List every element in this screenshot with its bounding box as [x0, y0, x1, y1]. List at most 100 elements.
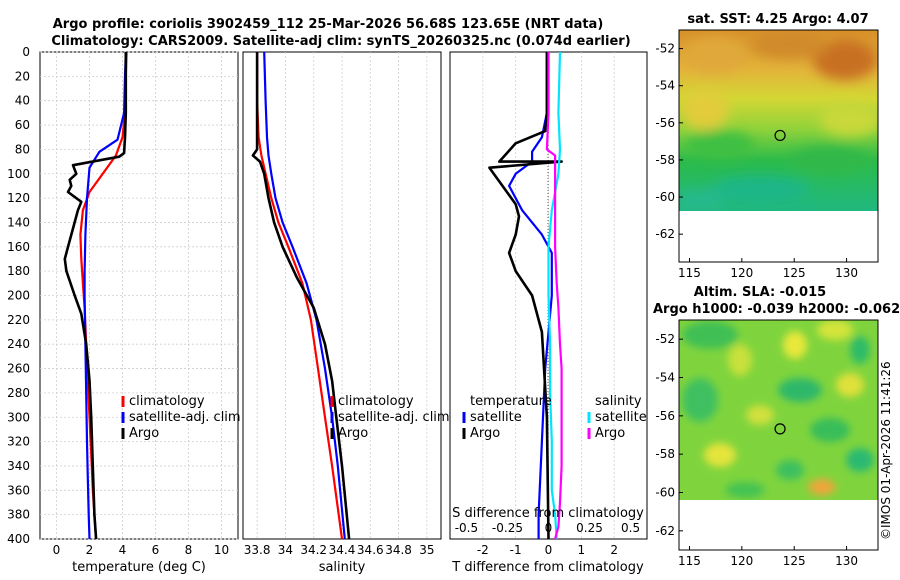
- temperature-series: [63, 51, 128, 540]
- x-tick-label: 34.8: [385, 543, 412, 557]
- depth-tick-label: 320: [7, 435, 30, 449]
- depth-tick-label: 200: [7, 289, 30, 303]
- depth-tick-label: 40: [15, 94, 30, 108]
- map-y-tick-label: -60: [655, 190, 675, 204]
- legend-temperature-title: temperature: [470, 394, 552, 409]
- s-difference-label: S difference from climatology: [452, 506, 644, 521]
- series-line-s-argo: [545, 52, 563, 540]
- depth-tick-label: 400: [7, 532, 30, 546]
- legend-satellite-label: satellite-adj. clim: [338, 410, 450, 425]
- x-tick-label: 1: [578, 543, 586, 557]
- sla-map: Altim. SLA: -0.015 Argo h1000: -0.039 h2…: [653, 285, 900, 568]
- sst-map: sat. SST: 4.25 Argo: 4.07 -52 -54 -56 -58 -6…: [655, 12, 879, 280]
- sst-texture: [679, 31, 878, 210]
- difference-series: [488, 51, 563, 540]
- depth-tick-label: 80: [15, 142, 30, 156]
- x-tick-label: -1: [510, 543, 522, 557]
- sla-map-subtitle: Argo h1000: -0.039 h2000: -0.062: [653, 302, 900, 317]
- legend-s-argo-label: Argo: [595, 426, 625, 441]
- map-x-tick-label: 120: [730, 554, 753, 568]
- series-line-argo: [251, 52, 351, 540]
- temperature-panel: 0 2 4 6 8 10 temperature (deg C) climatology …: [39, 51, 241, 575]
- map-y-tick-label: -58: [655, 153, 675, 167]
- difference-x-tick-labels: -2 -1 0 1 2: [477, 543, 618, 557]
- map-y-tick-label: -52: [655, 42, 675, 56]
- x-tick-label: 2: [86, 543, 94, 557]
- map-y-tick-label: -56: [655, 409, 675, 423]
- legend-t-satellite-label: satellite: [470, 410, 522, 425]
- sla-map-frame: [678, 319, 879, 551]
- depth-tick-label: 300: [7, 410, 30, 424]
- series-line-satellite-adj-clim: [83, 51, 127, 540]
- x-tick-label: 34: [278, 543, 293, 557]
- depth-tick-label: 140: [7, 215, 30, 229]
- map-x-tick-label: 130: [835, 554, 858, 568]
- salinity-x-tick-labels: 33.8 34 34.2 34.4 34.6 34.8 35: [244, 543, 435, 557]
- map-y-tick-label: -52: [655, 332, 675, 346]
- map-y-tick-label: -62: [655, 227, 675, 241]
- depth-tick-label: 260: [7, 362, 30, 376]
- salinity-series: [251, 51, 351, 540]
- difference-legend: temperature satellite Argo salinity sate…: [462, 394, 647, 441]
- x-tick-label: -2: [477, 543, 489, 557]
- temperature-xlabel: temperature (deg C): [72, 560, 206, 575]
- series-line-t-satellite: [508, 52, 553, 539]
- temperature-x-tick-labels: 0 2 4 6 8 10: [53, 543, 229, 557]
- legend-argo-label: Argo: [338, 426, 368, 441]
- x-tick-label: 8: [185, 543, 193, 557]
- map-y-tick-label: -54: [655, 371, 675, 385]
- depth-tick-label: 280: [7, 386, 30, 400]
- x-tick-label: 34.4: [329, 543, 356, 557]
- sla-field: [679, 320, 878, 500]
- legend-t-argo-label: Argo: [470, 426, 500, 441]
- sla-map-title: Altim. SLA: -0.015: [694, 285, 826, 300]
- x-tick-label: 0: [53, 543, 61, 557]
- map-x-tick-label: 120: [730, 266, 753, 280]
- x-tick-label: 33.8: [244, 543, 271, 557]
- watermark: ©IMOS 01-Apr-2026 11:41:26: [879, 361, 893, 540]
- legend-s-satellite-label: satellite: [595, 410, 647, 425]
- sst-field: [679, 30, 878, 211]
- s-tick-label: 0.25: [576, 521, 603, 535]
- temperature-grid: [40, 51, 238, 540]
- salinity-xlabel: salinity: [319, 560, 366, 575]
- sla-texture: [682, 320, 874, 498]
- x-tick-label: 35: [419, 543, 434, 557]
- s-tick-label: 0.5: [621, 521, 640, 535]
- depth-tick-label: 60: [15, 118, 30, 132]
- sst-map-title: sat. SST: 4.25 Argo: 4.07: [687, 12, 868, 27]
- map-x-tick-label: 115: [678, 554, 701, 568]
- map-y-tick-label: -54: [655, 79, 675, 93]
- difference-panel: -2 -1 0 1 2 -0.5 -0.25 0 0.25 0.5 S difference f…: [449, 51, 648, 575]
- depth-tick-label: 220: [7, 313, 30, 327]
- depth-tick-label: 0: [22, 45, 30, 59]
- series-line-climatology: [256, 52, 344, 540]
- salinity-legend: climatology satellite-adj. clim Argo: [330, 394, 450, 441]
- t-difference-xlabel: T difference from climatology: [451, 560, 644, 575]
- legend-argo-label: Argo: [129, 426, 159, 441]
- x-tick-label: 6: [152, 543, 160, 557]
- legend-climatology-label: climatology: [338, 394, 414, 409]
- map-x-tick-label: 125: [783, 266, 806, 280]
- depth-tick-label: 120: [7, 191, 30, 205]
- sla-argo-location-marker: [774, 423, 786, 435]
- map-x-tick-label: 125: [783, 554, 806, 568]
- x-tick-label: 4: [119, 543, 127, 557]
- difference-s-tick-labels: -0.5 -0.25 0 0.25 0.5: [455, 521, 640, 535]
- map-x-tick-label: 115: [678, 266, 701, 280]
- x-tick-label: 10: [214, 543, 229, 557]
- map-y-tick-label: -56: [655, 116, 675, 130]
- depth-tick-label: 360: [7, 483, 30, 497]
- series-line-satellite-adj-clim: [263, 51, 346, 540]
- x-tick-label: 34.2: [300, 543, 327, 557]
- series-line-argo: [63, 52, 128, 540]
- x-tick-label: 34.6: [357, 543, 384, 557]
- series-line-t-argo: [488, 52, 563, 540]
- map-x-tick-label: 130: [835, 266, 858, 280]
- depth-tick-label: 340: [7, 459, 30, 473]
- map-y-tick-label: -62: [655, 524, 675, 538]
- temperature-legend: climatology satellite-adj. clim Argo: [121, 394, 241, 441]
- depth-tick-label: 160: [7, 240, 30, 254]
- depth-tick-label: 180: [7, 264, 30, 278]
- map-y-tick-label: -60: [655, 486, 675, 500]
